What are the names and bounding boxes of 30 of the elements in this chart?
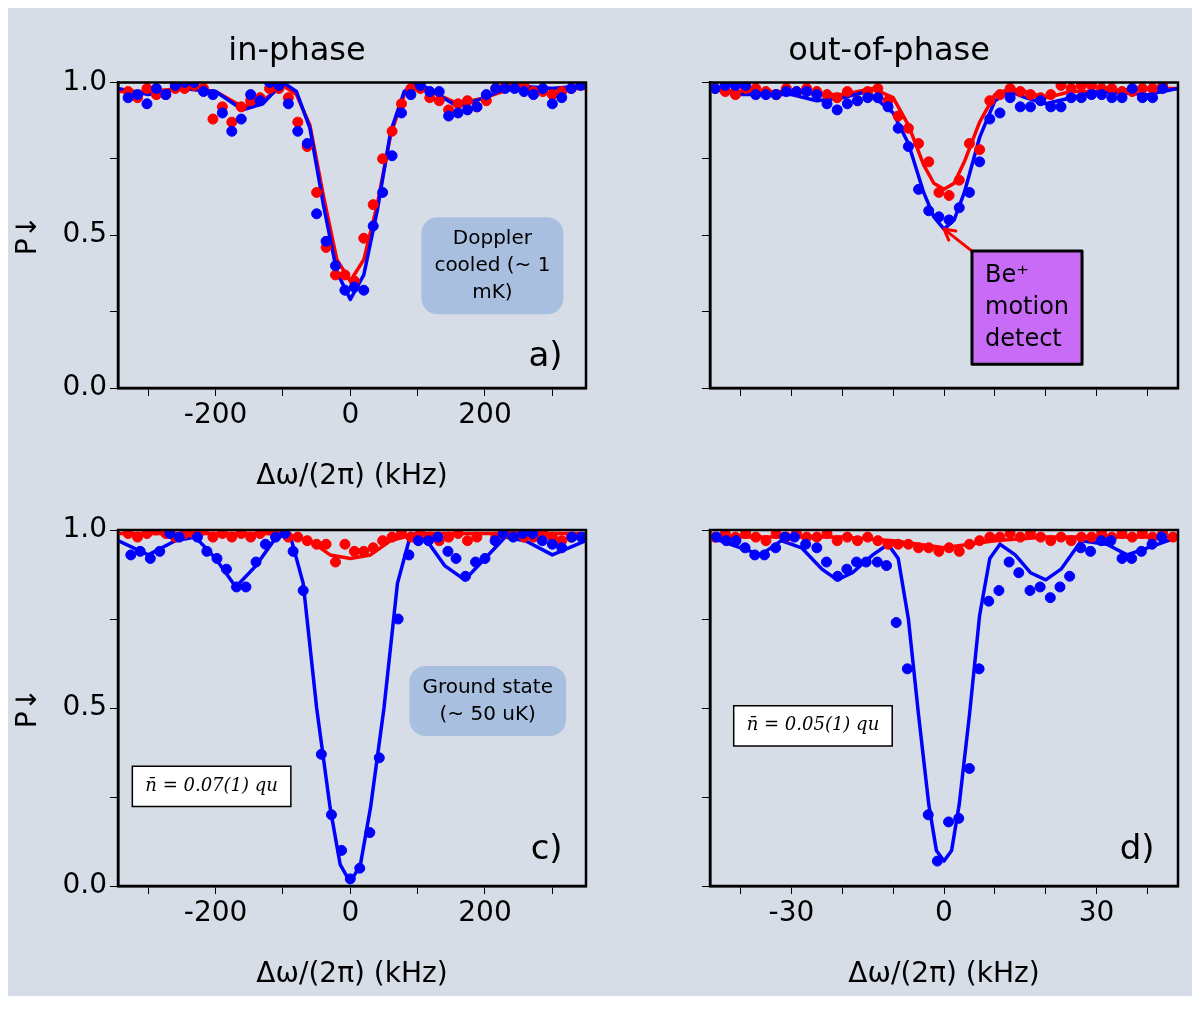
y-tick-label: 0.5 [62, 689, 107, 723]
y-axis-title: P↓ [10, 215, 44, 256]
x-tick-label: 200 [458, 397, 512, 431]
x-axis-title: Δω/(2π) (kHz) [256, 458, 448, 492]
annotation: Be⁺ motion detect [985, 259, 1070, 353]
chart-title: out-of-phase [788, 29, 990, 68]
annotation: c) [530, 827, 563, 868]
x-axis-title: Δω/(2π) (kHz) [848, 956, 1040, 990]
annotation: d) [1119, 827, 1155, 868]
y-tick-label: 1.0 [62, 511, 107, 545]
annotation: a) [528, 334, 563, 375]
y-tick-label: 0.5 [62, 216, 107, 250]
annotation: Doppler cooled (~ 1 mK) [434, 224, 551, 303]
y-axis-title: P↓ [10, 687, 44, 729]
x-tick-label: 200 [458, 895, 512, 929]
annotation: Ground state (~ 50 uK) [422, 673, 554, 725]
annotation: n̄ = 0.07(1) qu [145, 773, 278, 795]
y-tick-label: 0.0 [62, 369, 107, 403]
chart-title: in-phase [228, 29, 366, 68]
x-tick-label: 0 [341, 397, 360, 431]
x-tick-label: -30 [768, 895, 815, 929]
annotation: n̄ = 0.05(1) qu [746, 713, 880, 735]
y-tick-label: 0.0 [62, 867, 107, 901]
x-tick-label: 30 [1078, 895, 1115, 929]
x-tick-label: 0 [935, 895, 953, 929]
x-tick-label: 0 [341, 895, 360, 929]
x-tick-label: -200 [183, 397, 248, 431]
x-tick-label: -200 [183, 895, 248, 929]
y-tick-label: 1.0 [62, 63, 107, 97]
x-axis-title: Δω/(2π) (kHz) [256, 956, 448, 990]
